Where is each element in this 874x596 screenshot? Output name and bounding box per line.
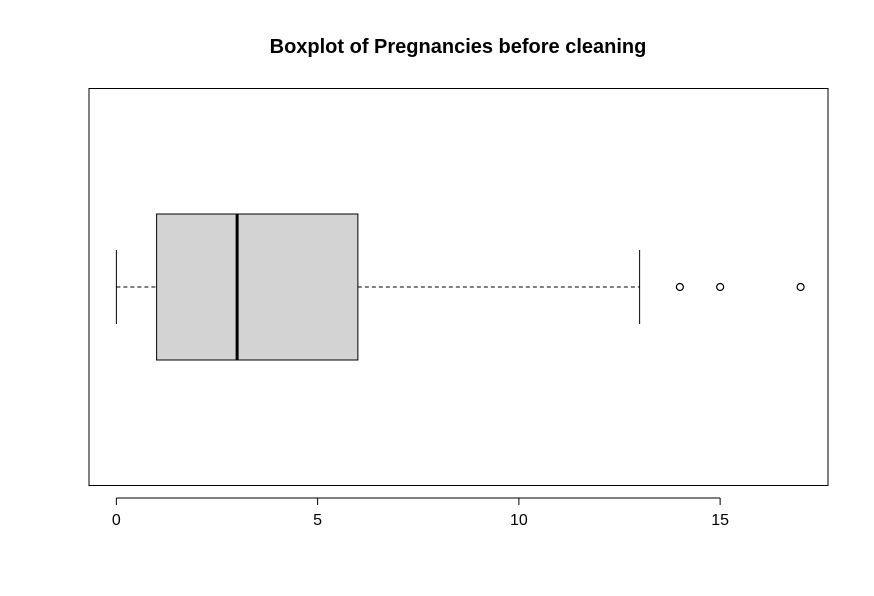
outlier-point <box>796 282 805 292</box>
x-tick-label: 0 <box>112 512 121 529</box>
x-tick-label: 15 <box>711 512 729 529</box>
x-axis: 0 5 10 15 <box>112 497 729 529</box>
x-tick-label: 5 <box>313 512 322 529</box>
boxplot <box>115 213 805 361</box>
interquartile-box <box>156 213 359 361</box>
plot-frame <box>88 88 829 486</box>
outlier-point <box>675 282 684 292</box>
chart-title: Boxplot of Pregnancies before cleaning <box>270 36 647 58</box>
x-tick-label: 10 <box>510 512 528 529</box>
outlier-point <box>716 282 725 292</box>
